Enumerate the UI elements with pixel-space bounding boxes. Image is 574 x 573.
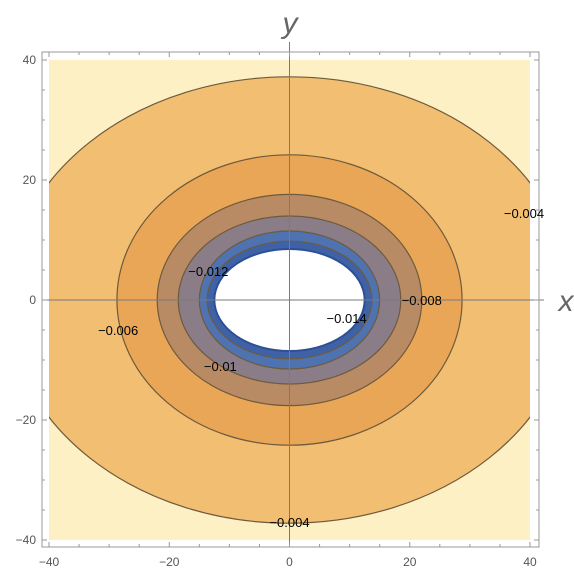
x-tick-label: −20: [159, 555, 180, 569]
contour-value-label: −0.004: [504, 206, 544, 221]
y-tick-label: −40: [16, 533, 37, 547]
contour-value-label: −0.01: [204, 359, 237, 374]
contour-value-label: −0.008: [402, 293, 442, 308]
tick-labels: −40 −20 0 20 40 −40 −20 0 20 40: [16, 52, 539, 569]
y-tick-label: 0: [29, 293, 36, 307]
x-tick-label: 40: [523, 555, 537, 569]
x-tick-label: 0: [286, 555, 293, 569]
contour-labels: −0.004 −0.004 −0.006 −0.008 −0.01 −0.012 −0.01…: [98, 206, 544, 530]
contour-value-label: −0.012: [188, 264, 228, 279]
contour-value-label: −0.014: [327, 311, 367, 326]
y-tick-label: −20: [16, 413, 37, 427]
y-tick-label: 20: [23, 173, 37, 187]
x-tick-label: 20: [403, 555, 417, 569]
contour-value-label: −0.004: [269, 515, 309, 530]
y-axis-title: y: [281, 7, 300, 40]
x-tick-label: −40: [39, 555, 60, 569]
axes: [42, 42, 544, 547]
y-tick-label: 40: [23, 53, 37, 67]
x-axis-title: x: [557, 285, 574, 318]
contour-value-label: −0.006: [98, 323, 138, 338]
